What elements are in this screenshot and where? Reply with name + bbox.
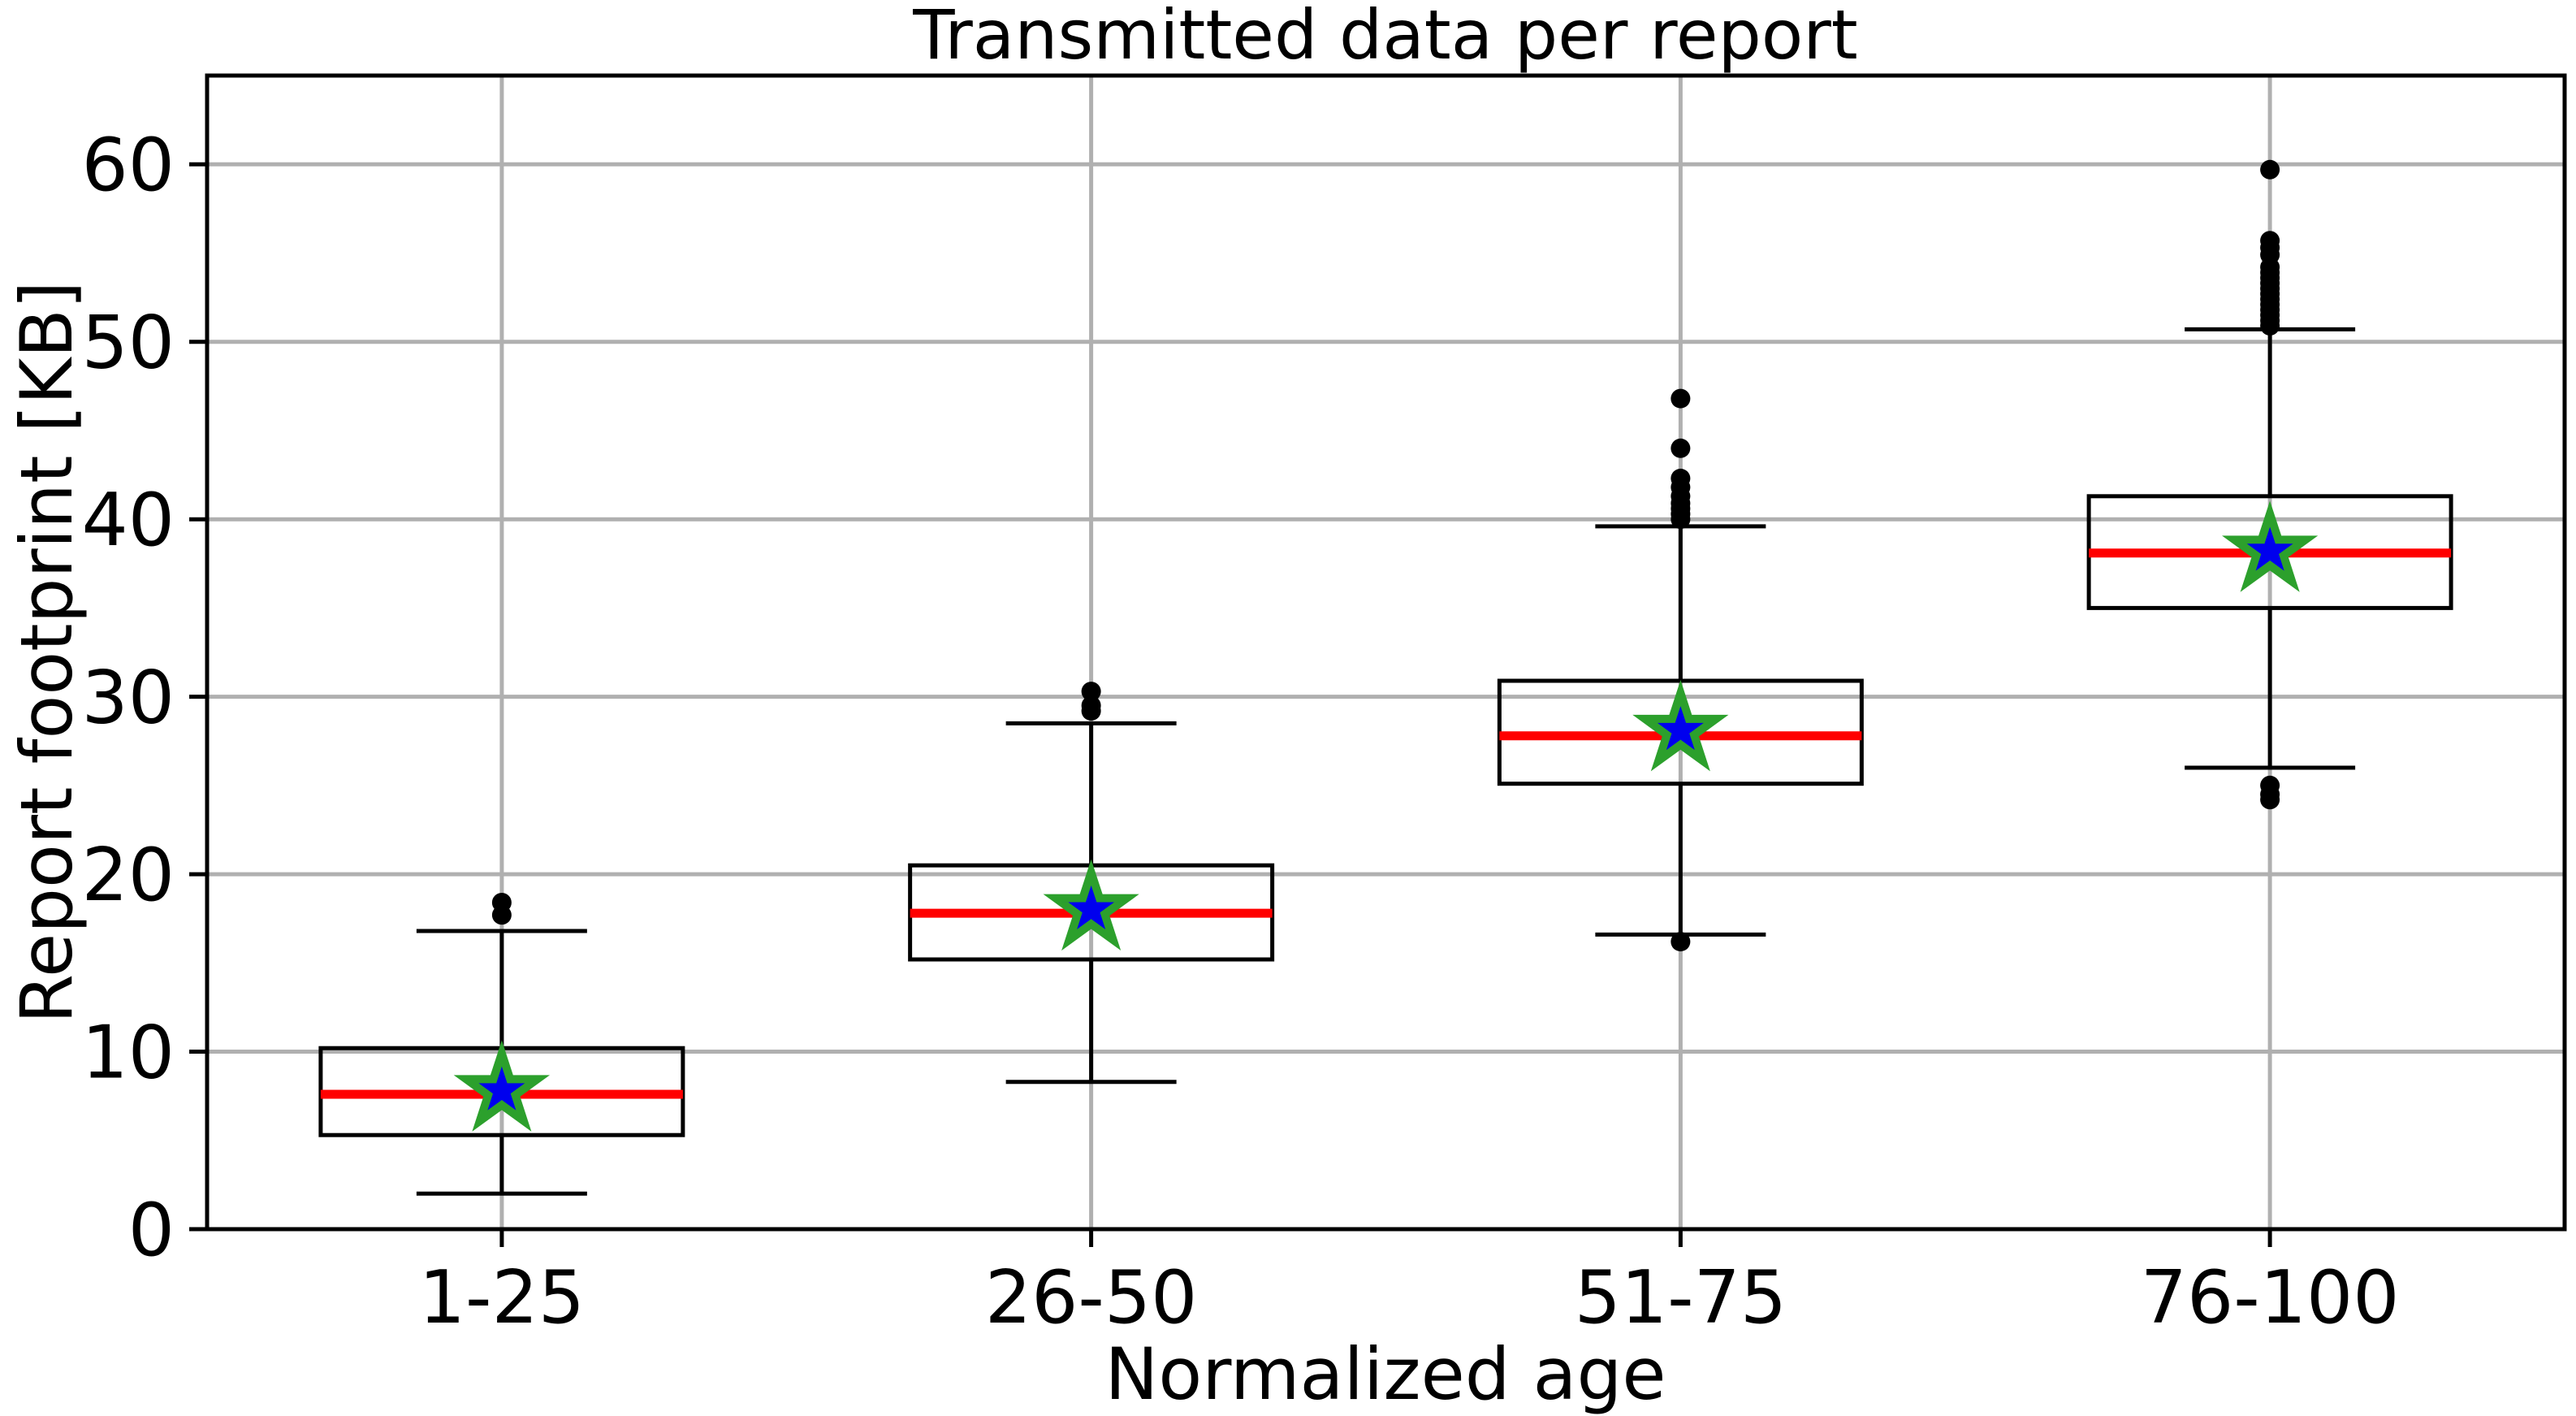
x-tick-label: 51-75 (1575, 1255, 1787, 1340)
outlier-dot (2260, 775, 2280, 795)
tick-labels: 0 10 20 30 40 50 60 1-25 26-50 51-75 76-100 (81, 123, 2399, 1340)
outlier-dot (1671, 438, 1691, 458)
outlier-dot (491, 893, 512, 912)
plot-border (205, 73, 2567, 1232)
chart-title: Transmitted data per report (912, 0, 1857, 75)
y-tick-label: 40 (81, 478, 175, 563)
mean-star (453, 1040, 550, 1132)
box-group-51-75 (1497, 388, 1864, 952)
outlier-dot (2260, 159, 2280, 180)
x-axis-label: Normalized age (1105, 1332, 1666, 1416)
mean-star (1043, 859, 1139, 951)
box-group-76-100 (2086, 159, 2453, 810)
x-tick-label: 76-100 (2141, 1255, 2400, 1340)
y-tick-label: 0 (128, 1188, 175, 1273)
outlier-dot (1671, 388, 1691, 409)
mean-star (1632, 679, 1729, 772)
box-series (318, 159, 2453, 1196)
axis-ticks (189, 162, 2272, 1247)
y-tick-label: 30 (81, 656, 175, 741)
y-tick-label: 10 (81, 1011, 175, 1096)
x-tick-label: 1-25 (419, 1255, 585, 1340)
x-tick-label: 26-50 (985, 1255, 1198, 1340)
box-group-1-25 (318, 893, 685, 1196)
y-tick-label: 60 (81, 123, 175, 208)
y-axis-label: Report footprint [KB] (5, 281, 89, 1024)
box-group-26-50 (908, 682, 1275, 1085)
mean-star (2222, 500, 2319, 592)
outlier-dot (1671, 932, 1691, 952)
y-tick-label: 20 (81, 833, 175, 918)
outlier-dot (1081, 682, 1101, 702)
outlier-dot (2260, 231, 2280, 251)
outlier-dot (1081, 695, 1101, 716)
grid-lines (207, 76, 2565, 1229)
y-tick-label: 50 (81, 301, 175, 386)
outlier-dot (1671, 468, 1691, 488)
plot-area (205, 73, 2567, 1232)
